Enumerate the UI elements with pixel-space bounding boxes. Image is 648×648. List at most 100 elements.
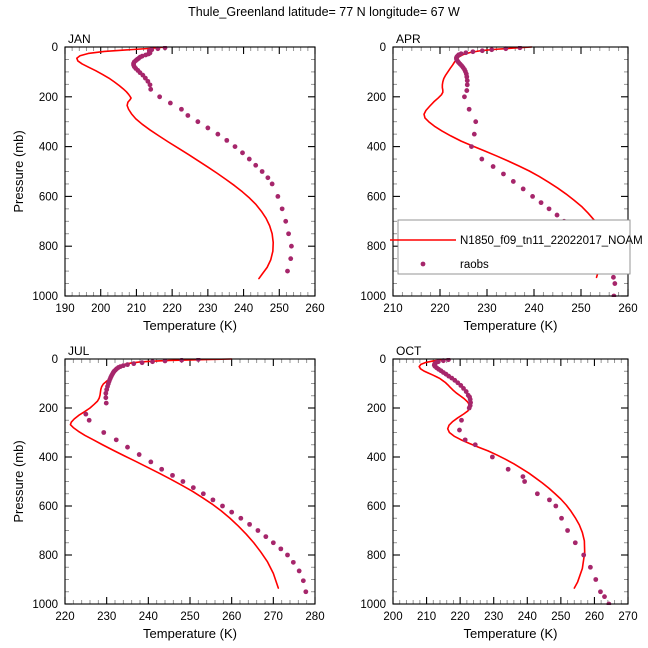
legend-entry-label: raobs <box>460 259 489 271</box>
plot-frame <box>64 358 316 605</box>
raobs-data-point <box>463 50 469 56</box>
y-tick-label: 1000 <box>360 291 386 303</box>
panel-title: APR <box>396 32 421 46</box>
raobs-data-point <box>229 509 235 515</box>
y-tick-label: 0 <box>52 354 58 366</box>
raobs-data-point <box>103 400 109 406</box>
raobs-data-point <box>113 437 119 443</box>
x-tick-label: 210 <box>417 611 436 623</box>
y-tick-label: 0 <box>380 354 386 366</box>
raobs-data-point <box>283 218 289 224</box>
x-tick-label: 270 <box>618 611 637 623</box>
plot-frame <box>392 46 629 297</box>
x-tick-label: 230 <box>477 303 496 315</box>
raobs-data-point <box>479 156 485 162</box>
plot-frame <box>64 46 316 297</box>
raobs-data-point <box>259 169 265 174</box>
raobs-data-point <box>167 100 173 106</box>
y-tick-label: 600 <box>367 191 386 203</box>
x-tick-label: 210 <box>127 303 146 315</box>
x-tick-label: 220 <box>451 611 470 623</box>
raobs-data-point <box>125 362 130 368</box>
raobs-data-point <box>162 46 168 51</box>
raobs-data-point <box>459 417 464 423</box>
chart-panel-jan: 190 200 210 220 230 240 250 260 0 200 400 600 800 100… <box>11 32 325 333</box>
x-tick-label: 250 <box>571 303 590 315</box>
raobs-data-point <box>303 589 309 595</box>
x-tick-label: 220 <box>430 303 449 315</box>
raobs-data-point <box>479 48 485 54</box>
raobs-data-point <box>565 528 570 533</box>
raobs-data-point <box>445 358 451 363</box>
raobs-data-point <box>489 454 495 460</box>
raobs-data-point <box>538 200 544 206</box>
raobs-data-point <box>510 179 516 184</box>
raobs-data-point <box>278 546 284 552</box>
raobs-data-point <box>185 113 191 118</box>
raobs-data-point <box>588 564 593 570</box>
x-tick-label: 250 <box>551 611 570 623</box>
model-profile-line <box>75 46 275 280</box>
raobs-data-point <box>240 150 245 156</box>
x-axis-title: Temperature (K) <box>464 318 558 333</box>
raobs-data-point <box>520 474 526 479</box>
raobs-data-point <box>517 46 523 51</box>
chart-panel-apr: 210 220 230 240 250 260 0 200 400 600 800 1000 APR Te… <box>360 32 642 333</box>
raobs-data-point <box>289 243 294 249</box>
raobs-data-point <box>473 119 479 125</box>
chart-panel-jul: 220 230 240 250 260 270 280 0 200 400 600 800 1000 JU… <box>11 344 325 641</box>
plot-frame <box>392 358 629 605</box>
x-tick-label: 260 <box>222 611 241 623</box>
raobs-data-point <box>530 194 535 199</box>
legend-entry-label: N1850_f09_tn11_22022017_NOAM <box>460 235 643 247</box>
raobs-data-point <box>554 212 560 218</box>
y-tick-label: 0 <box>52 42 58 54</box>
raobs-data-point <box>159 466 165 472</box>
raobs-data-point <box>215 131 221 137</box>
x-axis-title: Temperature (K) <box>143 626 237 641</box>
raobs-data-point <box>86 417 92 423</box>
raobs-data-point <box>469 144 474 150</box>
raobs-data-point <box>205 125 211 131</box>
raobs-data-point <box>265 175 271 181</box>
x-tick-label: 220 <box>163 303 182 315</box>
raobs-data-point <box>490 164 496 169</box>
raobs-data-point <box>148 86 154 92</box>
figure-title: Thule_Greenland latitude= 77 N longitude… <box>188 5 460 19</box>
raobs-data-point <box>104 387 110 393</box>
x-tick-label: 240 <box>524 303 543 315</box>
y-tick-label: 400 <box>367 142 386 154</box>
y-tick-label: 0 <box>380 42 386 54</box>
raobs-data-point <box>83 411 89 417</box>
raobs-data-point <box>522 479 527 484</box>
x-tick-label: 260 <box>585 611 604 623</box>
legend-marker-swatch <box>420 261 426 267</box>
x-tick-label: 240 <box>139 611 158 623</box>
y-tick-label: 600 <box>39 501 58 513</box>
raobs-data-point <box>501 171 506 177</box>
series-group <box>418 358 612 605</box>
raobs-data-point <box>285 552 290 558</box>
y-axis-title: Pressure (mb) <box>11 130 26 212</box>
raobs-data-point <box>238 515 244 521</box>
raobs-data-point <box>224 137 230 143</box>
raobs-data-point <box>269 181 275 187</box>
panel-title: JAN <box>68 32 91 46</box>
raobs-data-point <box>150 359 155 365</box>
raobs-data-point <box>200 491 206 497</box>
raobs-data-point <box>162 358 168 364</box>
y-tick-label: 1000 <box>32 599 58 611</box>
raobs-data-point <box>170 472 175 478</box>
panels-root: 190 200 210 220 230 240 250 260 0 200 400 600 800 100… <box>11 32 643 641</box>
raobs-data-point <box>286 231 291 237</box>
raobs-data-point <box>246 156 252 162</box>
raobs-data-point <box>464 88 470 93</box>
raobs-data-point <box>581 552 587 558</box>
raobs-data-point <box>255 528 261 533</box>
y-tick-label: 1000 <box>32 291 58 303</box>
raobs-data-point <box>461 386 466 391</box>
x-tick-label: 230 <box>97 611 116 623</box>
y-tick-label: 600 <box>367 501 386 513</box>
